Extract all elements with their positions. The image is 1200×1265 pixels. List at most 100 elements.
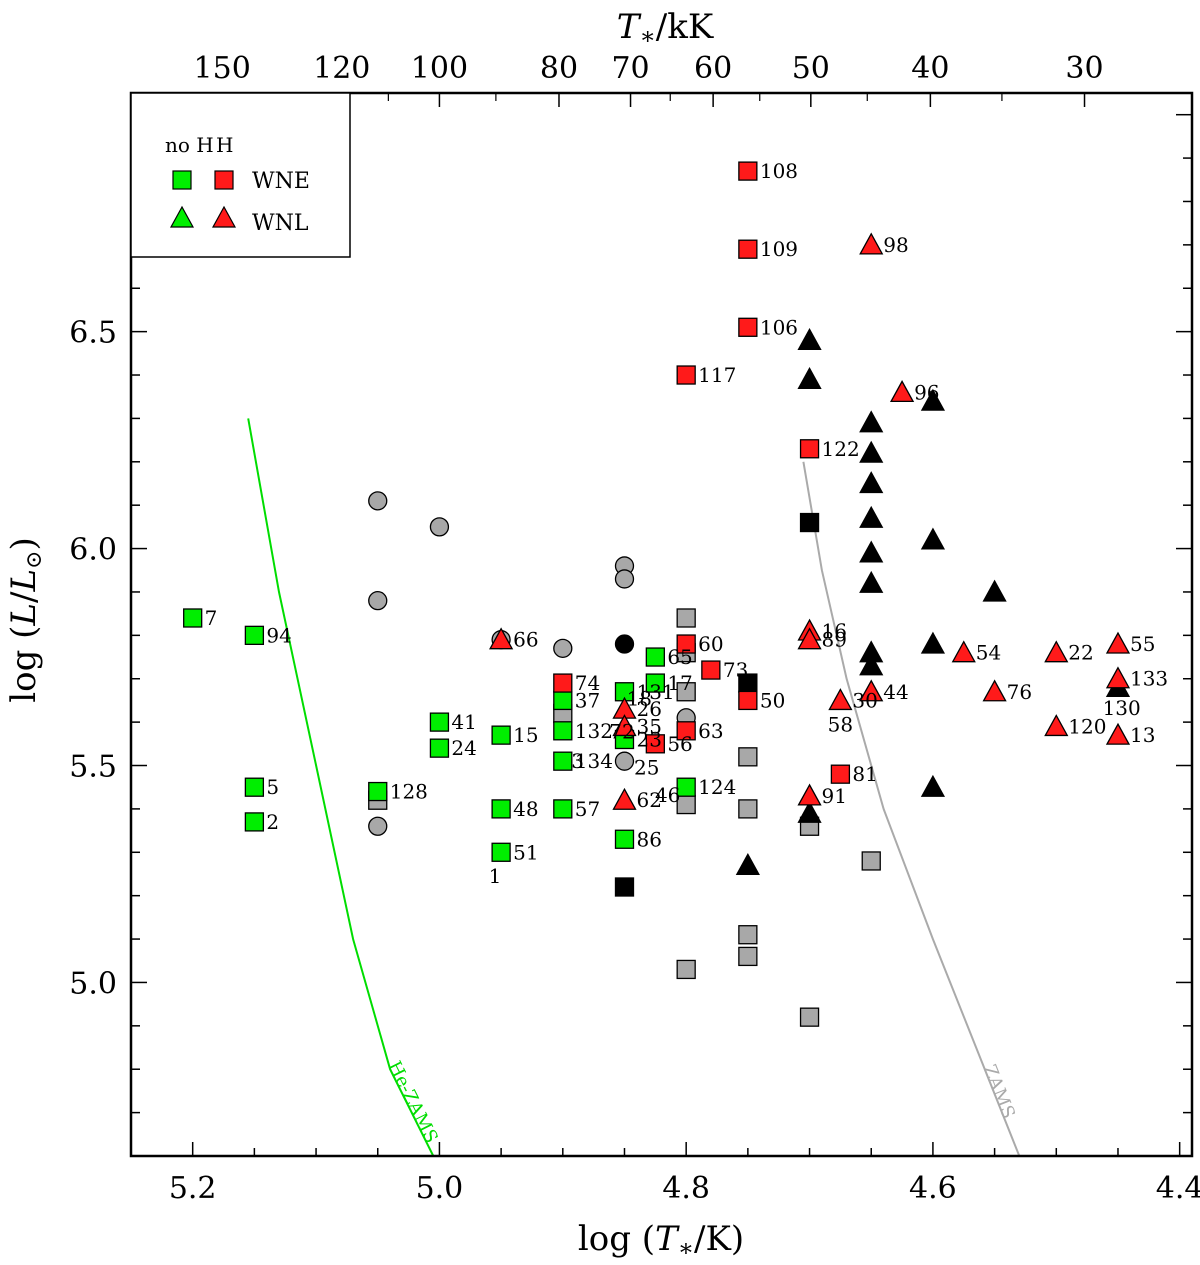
point-label: 131 bbox=[636, 680, 674, 704]
square-marker bbox=[553, 751, 573, 771]
square-marker bbox=[645, 734, 665, 754]
legend: no H H WNE WNL bbox=[130, 92, 351, 258]
legend-wne-label: WNE bbox=[252, 169, 310, 194]
point-label: 86 bbox=[636, 827, 661, 851]
point-label: 24 bbox=[451, 736, 476, 760]
square-marker bbox=[553, 799, 573, 819]
top-axis-title: T∗/kK bbox=[617, 7, 714, 50]
y-tick-label: 6.0 bbox=[69, 533, 117, 568]
square-marker bbox=[645, 647, 665, 667]
triangle-marker bbox=[982, 579, 1007, 602]
point-label: 41 bbox=[451, 710, 476, 734]
triangle-marker bbox=[797, 800, 822, 823]
square-marker bbox=[676, 777, 696, 797]
square-marker bbox=[738, 317, 758, 337]
point-label: 2 bbox=[266, 810, 279, 834]
point-label: 76 bbox=[1007, 680, 1032, 704]
triangle-marker bbox=[828, 688, 853, 711]
point-label: 132 bbox=[575, 719, 613, 743]
zams-curve bbox=[802, 461, 1021, 1157]
circle-marker bbox=[368, 491, 388, 511]
point-label: 54 bbox=[976, 641, 1001, 665]
point-label: 122 bbox=[822, 437, 860, 461]
square-marker bbox=[676, 608, 696, 628]
annotation-label: 72 bbox=[609, 720, 634, 744]
x-tick-label: 5.0 bbox=[416, 1171, 464, 1206]
point-label: 98 bbox=[883, 233, 908, 257]
point-label: 13 bbox=[1130, 723, 1155, 747]
triangle-marker bbox=[859, 679, 884, 702]
he-zams-curve bbox=[247, 418, 435, 1157]
square-marker bbox=[861, 851, 881, 871]
point-labels: 7945212841241548513713213457131238665171… bbox=[205, 159, 1168, 888]
square-marker bbox=[429, 712, 450, 732]
square-marker bbox=[645, 673, 665, 693]
point-label: 35 bbox=[636, 714, 661, 738]
square-marker bbox=[799, 439, 820, 459]
point-label: 62 bbox=[636, 788, 661, 812]
point-label: 5 bbox=[266, 775, 279, 799]
triangle-marker bbox=[1105, 631, 1131, 654]
zams-curves: He-ZAMS ZAMS bbox=[247, 418, 1021, 1157]
point-label: 66 bbox=[513, 628, 538, 652]
point-label: 89 bbox=[822, 628, 847, 652]
square-marker bbox=[676, 682, 696, 702]
point-label: 37 bbox=[575, 688, 600, 712]
triangle-marker bbox=[859, 505, 884, 528]
square-marker bbox=[676, 721, 696, 741]
square-marker bbox=[368, 781, 388, 802]
legend-wnl-label: WNL bbox=[252, 211, 309, 236]
y-tick-label: 6.5 bbox=[69, 316, 117, 351]
annotation-label: 130 bbox=[1103, 696, 1141, 720]
square-marker bbox=[738, 799, 758, 819]
point-label: 128 bbox=[390, 780, 428, 804]
x-tick-label: 5.2 bbox=[169, 1171, 217, 1206]
square-marker bbox=[244, 625, 265, 645]
plot-frame bbox=[129, 91, 1194, 1158]
he-zams-label: He-ZAMS bbox=[383, 1058, 441, 1147]
x-tick-label: 4.6 bbox=[909, 1171, 957, 1206]
top-tick-label: 30 bbox=[1065, 51, 1103, 86]
square-marker bbox=[676, 365, 696, 385]
circle-marker bbox=[429, 517, 450, 537]
circle-marker bbox=[614, 634, 635, 654]
triangle-marker bbox=[859, 540, 884, 563]
square-marker bbox=[738, 239, 758, 259]
circle-marker bbox=[553, 638, 573, 659]
point-label: 134 bbox=[575, 749, 613, 773]
y-tick-label: 5.5 bbox=[69, 750, 117, 785]
triangle-marker bbox=[1044, 640, 1069, 663]
circle-marker bbox=[368, 590, 388, 611]
triangle-marker bbox=[859, 570, 884, 593]
legend-wne-h-marker bbox=[214, 170, 234, 190]
square-marker bbox=[244, 777, 265, 797]
triangle-marker bbox=[612, 787, 637, 810]
point-label: 48 bbox=[513, 797, 538, 821]
triangle-marker bbox=[920, 774, 946, 797]
square-marker bbox=[701, 660, 721, 680]
point-label: 117 bbox=[698, 363, 736, 387]
square-marker bbox=[491, 842, 511, 862]
square-marker bbox=[799, 512, 820, 533]
point-label: 15 bbox=[513, 723, 538, 747]
square-marker bbox=[429, 738, 450, 758]
square-marker bbox=[491, 799, 511, 819]
top-tick-label: 70 bbox=[611, 51, 649, 86]
annotation-label: 3 bbox=[571, 749, 584, 773]
square-marker bbox=[676, 959, 696, 980]
point-label: 63 bbox=[698, 719, 723, 743]
point-label: 94 bbox=[266, 623, 291, 647]
triangle-marker bbox=[735, 852, 760, 875]
top-tick-label: 100 bbox=[411, 51, 468, 86]
square-marker bbox=[738, 747, 758, 767]
square-marker bbox=[614, 877, 635, 897]
point-label: 55 bbox=[1130, 632, 1155, 656]
circle-marker bbox=[614, 751, 635, 771]
point-label: 124 bbox=[698, 775, 736, 799]
legend-header-noh: no H bbox=[165, 133, 214, 157]
square-marker bbox=[614, 829, 635, 849]
x-tick-label: 4.8 bbox=[662, 1171, 710, 1206]
triangle-marker bbox=[859, 410, 884, 433]
point-label: 60 bbox=[698, 632, 723, 656]
point-label: 109 bbox=[760, 237, 798, 261]
